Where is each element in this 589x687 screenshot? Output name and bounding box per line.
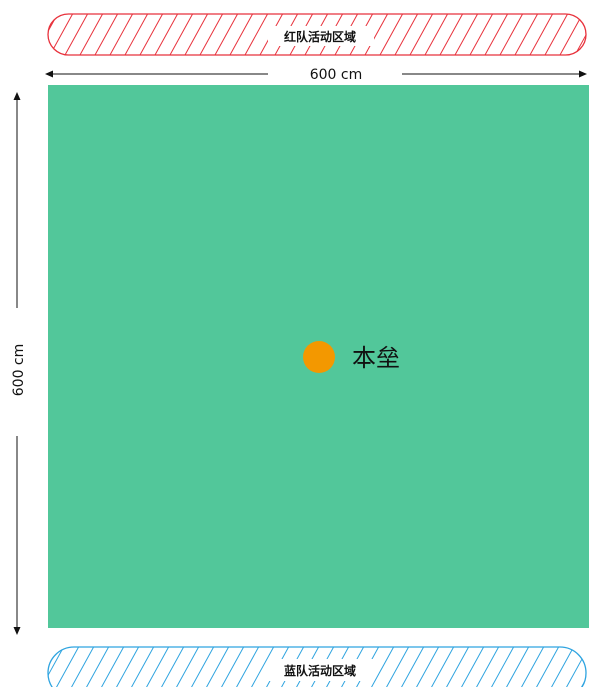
hatch-line [394,14,418,55]
hatch-line [154,14,178,55]
hatch-line [244,14,268,55]
height-dimension: 600 cm [11,92,27,635]
hatch-line [79,14,103,55]
hatch-line [214,14,238,55]
hatch-line [199,647,230,687]
hatch-line [244,647,275,687]
hatch-line [169,14,193,55]
red-zone-label: 红队活动区域 [284,29,356,44]
hatch-line [469,14,493,55]
hatch-line [379,14,403,55]
hatch-line [199,14,223,55]
red-zone-hatch [20,14,586,55]
hatch-line [48,647,65,687]
hatch-line [229,14,253,55]
hatch-line [20,14,43,55]
hatch-line [94,647,125,687]
height-arrow-up-icon [13,92,21,100]
hatch-line [184,647,215,687]
width-arrow-right-icon [579,70,587,78]
hatch-line [64,14,88,55]
hatch-line [454,14,478,55]
blue-team-zone: 蓝队活动区域 [47,646,587,687]
hatch-line [499,647,530,687]
hatch-line [64,647,95,687]
hatch-line [94,14,118,55]
hatch-line [529,14,553,55]
blue-zone-label-bg [268,659,374,681]
hatch-line [439,14,463,55]
hatch-line [544,14,568,55]
blue-zone-outline [47,646,587,687]
hatch-line [559,14,583,55]
red-zone-outline [47,13,587,56]
hatch-line [214,647,245,687]
hatch-line [229,647,260,687]
hatch-line [454,647,485,687]
hatch-line [484,14,508,55]
hatch-line [79,647,110,687]
width-dimension-label: 600 cm [310,67,363,83]
hatch-line [529,647,560,687]
red-team-zone: 红队活动区域 [20,13,587,56]
hatch-line [124,14,148,55]
hatch-line [109,647,140,687]
hatch-line [469,647,500,687]
hatch-line [394,647,425,687]
home-base-label: 本垒 [352,344,400,372]
width-dimension: 600 cm [45,67,587,83]
hatch-line [109,14,133,55]
home-base: 本垒 [303,341,400,373]
height-dimension-label: 600 cm [11,344,27,397]
height-arrow-down-icon [13,627,21,635]
blue-zone-label: 蓝队活动区域 [284,663,356,678]
hatch-line [514,647,545,687]
hatch-line [484,647,515,687]
hatch-line [49,647,80,687]
hatch-line [499,14,523,55]
hatch-line [139,647,170,687]
width-arrow-left-icon [45,70,53,78]
blue-zone-hatch [48,647,586,687]
home-base-marker [303,341,335,373]
hatch-line [544,647,575,687]
hatch-line [424,14,448,55]
hatch-line [364,647,395,687]
hatch-line [154,647,185,687]
hatch-line [409,14,433,55]
hatch-line [424,647,455,687]
hatch-line [574,14,586,55]
hatch-line [364,14,388,55]
hatch-line [184,14,208,55]
hatch-line [169,647,200,687]
red-zone-label-bg [268,26,374,46]
hatch-line [409,647,440,687]
hatch-line [139,14,163,55]
hatch-line [379,647,410,687]
hatch-line [514,14,538,55]
hatch-line [124,647,155,687]
hatch-line [48,647,50,687]
hatch-line [439,647,470,687]
